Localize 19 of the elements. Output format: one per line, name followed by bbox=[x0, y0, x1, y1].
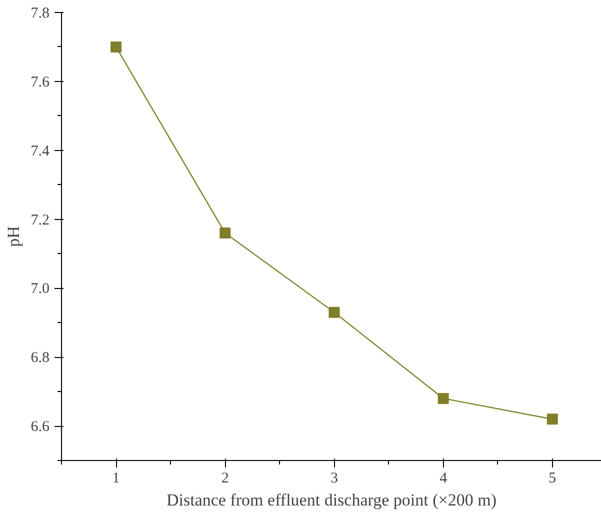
x-tick-label: 1 bbox=[112, 470, 120, 486]
y-axis-title: pH bbox=[4, 226, 23, 247]
y-tick-label: 7.2 bbox=[30, 212, 50, 228]
point bbox=[110, 41, 122, 52]
x-tick-label: 2 bbox=[221, 470, 229, 486]
y-tick-label: 7.8 bbox=[30, 6, 50, 22]
y-tick-label: 7.4 bbox=[30, 143, 50, 160]
y-tick-label: 7.0 bbox=[30, 281, 50, 298]
x-axis-title: Distance from effluent discharge point (×200 m) bbox=[166, 490, 496, 510]
x-tick-label: 3 bbox=[330, 470, 338, 486]
x-tick-label: 4 bbox=[440, 470, 448, 486]
point bbox=[220, 228, 231, 239]
y-tick-label: 7.6 bbox=[30, 74, 50, 90]
y-tick-label: 6.8 bbox=[30, 350, 50, 366]
point bbox=[546, 414, 558, 425]
point bbox=[328, 306, 340, 318]
x-tick-label: 5 bbox=[548, 470, 556, 486]
point bbox=[438, 392, 449, 404]
y-tick-label: 6.6 bbox=[30, 419, 50, 436]
